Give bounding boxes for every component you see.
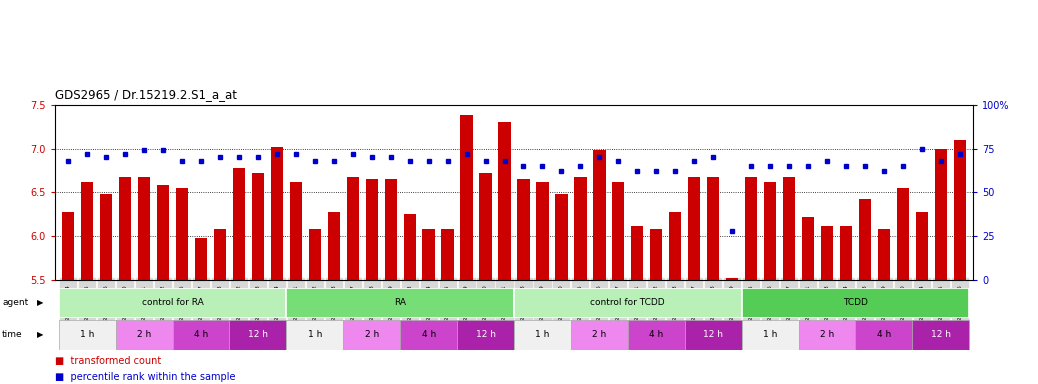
Text: 12 h: 12 h bbox=[248, 331, 268, 339]
Bar bbox=[934, 149, 947, 280]
Text: ■  transformed count: ■ transformed count bbox=[55, 356, 161, 366]
Text: agent: agent bbox=[2, 298, 28, 308]
Bar bbox=[571, 320, 628, 350]
Text: 4 h: 4 h bbox=[877, 331, 891, 339]
Bar bbox=[741, 288, 969, 318]
Text: ▶: ▶ bbox=[37, 298, 44, 308]
Bar bbox=[498, 122, 511, 280]
Text: 1 h: 1 h bbox=[763, 331, 777, 339]
Bar bbox=[954, 140, 966, 280]
Bar bbox=[422, 229, 435, 280]
Text: RA: RA bbox=[394, 298, 406, 308]
Bar bbox=[384, 179, 397, 280]
Bar bbox=[214, 229, 226, 280]
Text: 2 h: 2 h bbox=[593, 331, 606, 339]
Bar bbox=[912, 320, 969, 350]
Bar bbox=[138, 177, 151, 280]
Bar bbox=[707, 177, 719, 280]
Bar bbox=[745, 177, 758, 280]
Text: 2 h: 2 h bbox=[364, 331, 379, 339]
Bar bbox=[290, 182, 302, 280]
Bar bbox=[821, 225, 834, 280]
Bar bbox=[328, 212, 340, 280]
Bar bbox=[726, 278, 738, 280]
Bar bbox=[916, 212, 928, 280]
Text: 4 h: 4 h bbox=[194, 331, 209, 339]
Bar bbox=[628, 320, 685, 350]
Text: 1 h: 1 h bbox=[536, 331, 550, 339]
Bar bbox=[685, 320, 741, 350]
Text: 1 h: 1 h bbox=[80, 331, 94, 339]
Bar bbox=[688, 177, 701, 280]
Bar bbox=[537, 182, 549, 280]
Bar bbox=[252, 173, 264, 280]
Bar bbox=[574, 177, 586, 280]
Text: 4 h: 4 h bbox=[649, 331, 663, 339]
Bar bbox=[286, 288, 514, 318]
Bar bbox=[897, 188, 909, 280]
Text: 2 h: 2 h bbox=[137, 331, 152, 339]
Bar bbox=[62, 212, 75, 280]
Bar bbox=[514, 320, 571, 350]
Bar bbox=[650, 229, 662, 280]
Text: time: time bbox=[2, 331, 23, 339]
Bar bbox=[741, 320, 798, 350]
Text: 12 h: 12 h bbox=[931, 331, 951, 339]
Bar bbox=[764, 182, 776, 280]
Text: 4 h: 4 h bbox=[421, 331, 436, 339]
Bar bbox=[344, 320, 401, 350]
Bar bbox=[157, 185, 169, 280]
Bar bbox=[175, 188, 188, 280]
Bar bbox=[404, 214, 416, 280]
Bar bbox=[514, 288, 741, 318]
Bar bbox=[59, 288, 286, 318]
Bar bbox=[461, 115, 472, 280]
Bar bbox=[365, 179, 378, 280]
Bar bbox=[286, 320, 344, 350]
Bar bbox=[783, 177, 795, 280]
Bar bbox=[858, 199, 871, 280]
Text: TCDD: TCDD bbox=[843, 298, 868, 308]
Text: GDS2965 / Dr.15219.2.S1_a_at: GDS2965 / Dr.15219.2.S1_a_at bbox=[55, 88, 237, 101]
Bar bbox=[457, 320, 514, 350]
Bar bbox=[801, 217, 814, 280]
Bar bbox=[593, 150, 605, 280]
Bar bbox=[229, 320, 286, 350]
Bar bbox=[195, 238, 208, 280]
Bar bbox=[878, 229, 890, 280]
Bar bbox=[670, 212, 681, 280]
Bar bbox=[347, 177, 359, 280]
Bar bbox=[233, 168, 245, 280]
Text: ■  percentile rank within the sample: ■ percentile rank within the sample bbox=[55, 372, 236, 382]
Text: ▶: ▶ bbox=[37, 331, 44, 339]
Bar bbox=[100, 194, 112, 280]
Bar bbox=[798, 320, 855, 350]
Bar bbox=[115, 320, 172, 350]
Bar bbox=[612, 182, 625, 280]
Text: control for RA: control for RA bbox=[142, 298, 203, 308]
Bar bbox=[81, 182, 93, 280]
Bar bbox=[271, 147, 283, 280]
Bar bbox=[517, 179, 529, 280]
Bar bbox=[119, 177, 132, 280]
Text: 1 h: 1 h bbox=[307, 331, 322, 339]
Bar bbox=[441, 229, 454, 280]
Bar bbox=[631, 225, 644, 280]
Bar bbox=[480, 173, 492, 280]
Bar bbox=[172, 320, 229, 350]
Bar bbox=[401, 320, 457, 350]
Text: 2 h: 2 h bbox=[820, 331, 835, 339]
Text: control for TCDD: control for TCDD bbox=[591, 298, 665, 308]
Text: 12 h: 12 h bbox=[703, 331, 723, 339]
Bar bbox=[59, 320, 115, 350]
Bar bbox=[555, 194, 568, 280]
Bar bbox=[855, 320, 912, 350]
Bar bbox=[840, 225, 852, 280]
Text: 12 h: 12 h bbox=[475, 331, 495, 339]
Bar bbox=[308, 229, 321, 280]
